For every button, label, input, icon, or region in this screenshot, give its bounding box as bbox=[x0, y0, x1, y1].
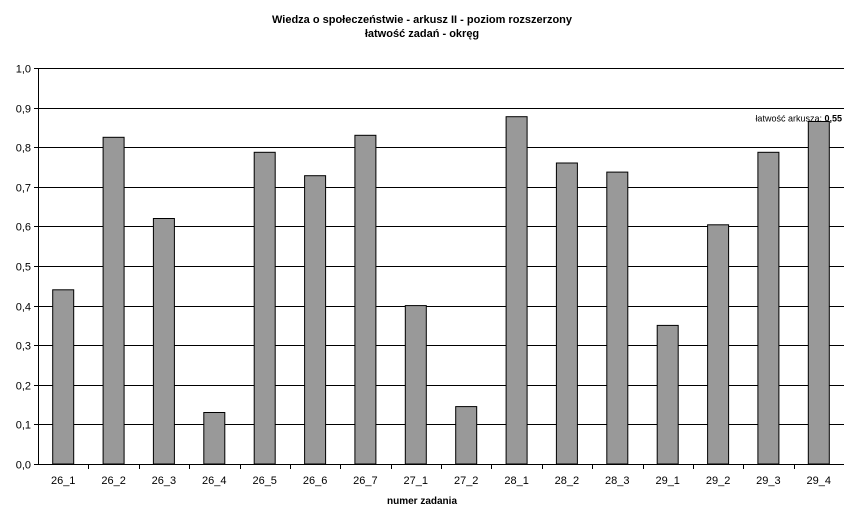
x-tick-label: 29_3 bbox=[756, 475, 780, 487]
bar-29_4 bbox=[807, 121, 830, 465]
y-tick-label: 1,0 bbox=[16, 64, 31, 76]
y-tick-label: 0,9 bbox=[16, 104, 31, 116]
x-tick-label: 28_2 bbox=[555, 475, 579, 487]
bar-26_7 bbox=[354, 134, 377, 465]
chart-subtitle: łatwość zadań - okręg bbox=[364, 28, 480, 40]
bar-28_3 bbox=[606, 171, 629, 465]
bar-28_2 bbox=[555, 162, 578, 465]
x-tick-label: 26_4 bbox=[202, 475, 226, 487]
x-tick-label: 26_7 bbox=[353, 475, 377, 487]
y-tick-label: 0,6 bbox=[16, 222, 31, 234]
x-tick-label: 26_2 bbox=[101, 475, 125, 487]
bar-26_2 bbox=[102, 136, 125, 465]
y-tick-label: 0,4 bbox=[16, 302, 31, 314]
x-tick-label: 29_2 bbox=[706, 475, 730, 487]
chart-title: Wiedza o społeczeństwie - arkusz II - po… bbox=[271, 14, 573, 26]
bar-28_1 bbox=[505, 116, 528, 465]
x-tick-label: 28_3 bbox=[605, 475, 629, 487]
y-tick-label: 0,1 bbox=[16, 420, 31, 432]
x-tick-label: 29_1 bbox=[655, 475, 679, 487]
bar-26_1 bbox=[52, 289, 75, 465]
x-tick-label: 26_6 bbox=[303, 475, 327, 487]
sheet-ease-annotation: łatwość arkusza: 0,55 bbox=[755, 114, 842, 124]
x-axis-label: numer zadania bbox=[386, 496, 458, 507]
bar-26_5 bbox=[253, 151, 276, 465]
bar-29_3 bbox=[757, 151, 780, 465]
y-tick-label: 0,3 bbox=[16, 341, 31, 353]
bar-27_2 bbox=[455, 406, 478, 465]
x-tick-label: 29_4 bbox=[807, 475, 831, 487]
y-tick-label: 0,7 bbox=[16, 183, 31, 195]
bar-29_1 bbox=[656, 324, 679, 465]
x-tick-label: 27_2 bbox=[454, 475, 478, 487]
x-tick-label: 26_5 bbox=[252, 475, 276, 487]
bar-26_3 bbox=[152, 218, 175, 465]
y-tick-label: 0,2 bbox=[16, 381, 31, 393]
bar-29_2 bbox=[707, 224, 730, 465]
x-ticks: 26_1 26_2 26_3 26_4 26_5 26_6 26_7 27_1 27_2 28_1… bbox=[51, 464, 831, 487]
y-tick-label: 0,5 bbox=[16, 262, 31, 274]
x-tick-label: 27_1 bbox=[404, 475, 428, 487]
bar-26_4 bbox=[203, 412, 226, 465]
annotation-value: 0,55 bbox=[824, 114, 842, 124]
annotation-label: łatwość arkusza: bbox=[755, 114, 824, 124]
bar-26_6 bbox=[304, 175, 327, 465]
x-tick-label: 28_1 bbox=[504, 475, 528, 487]
bars bbox=[52, 116, 830, 465]
x-tick-label: 26_3 bbox=[152, 475, 176, 487]
y-ticks: 0,0 0,1 0,2 0,3 0,4 0,5 0,6 0,7 0,8 0,9 1,0 bbox=[16, 64, 38, 472]
bar-27_1 bbox=[404, 305, 427, 465]
x-tick-label: 26_1 bbox=[51, 475, 75, 487]
y-tick-label: 0,8 bbox=[16, 143, 31, 155]
y-tick-label: 0,0 bbox=[16, 460, 31, 472]
